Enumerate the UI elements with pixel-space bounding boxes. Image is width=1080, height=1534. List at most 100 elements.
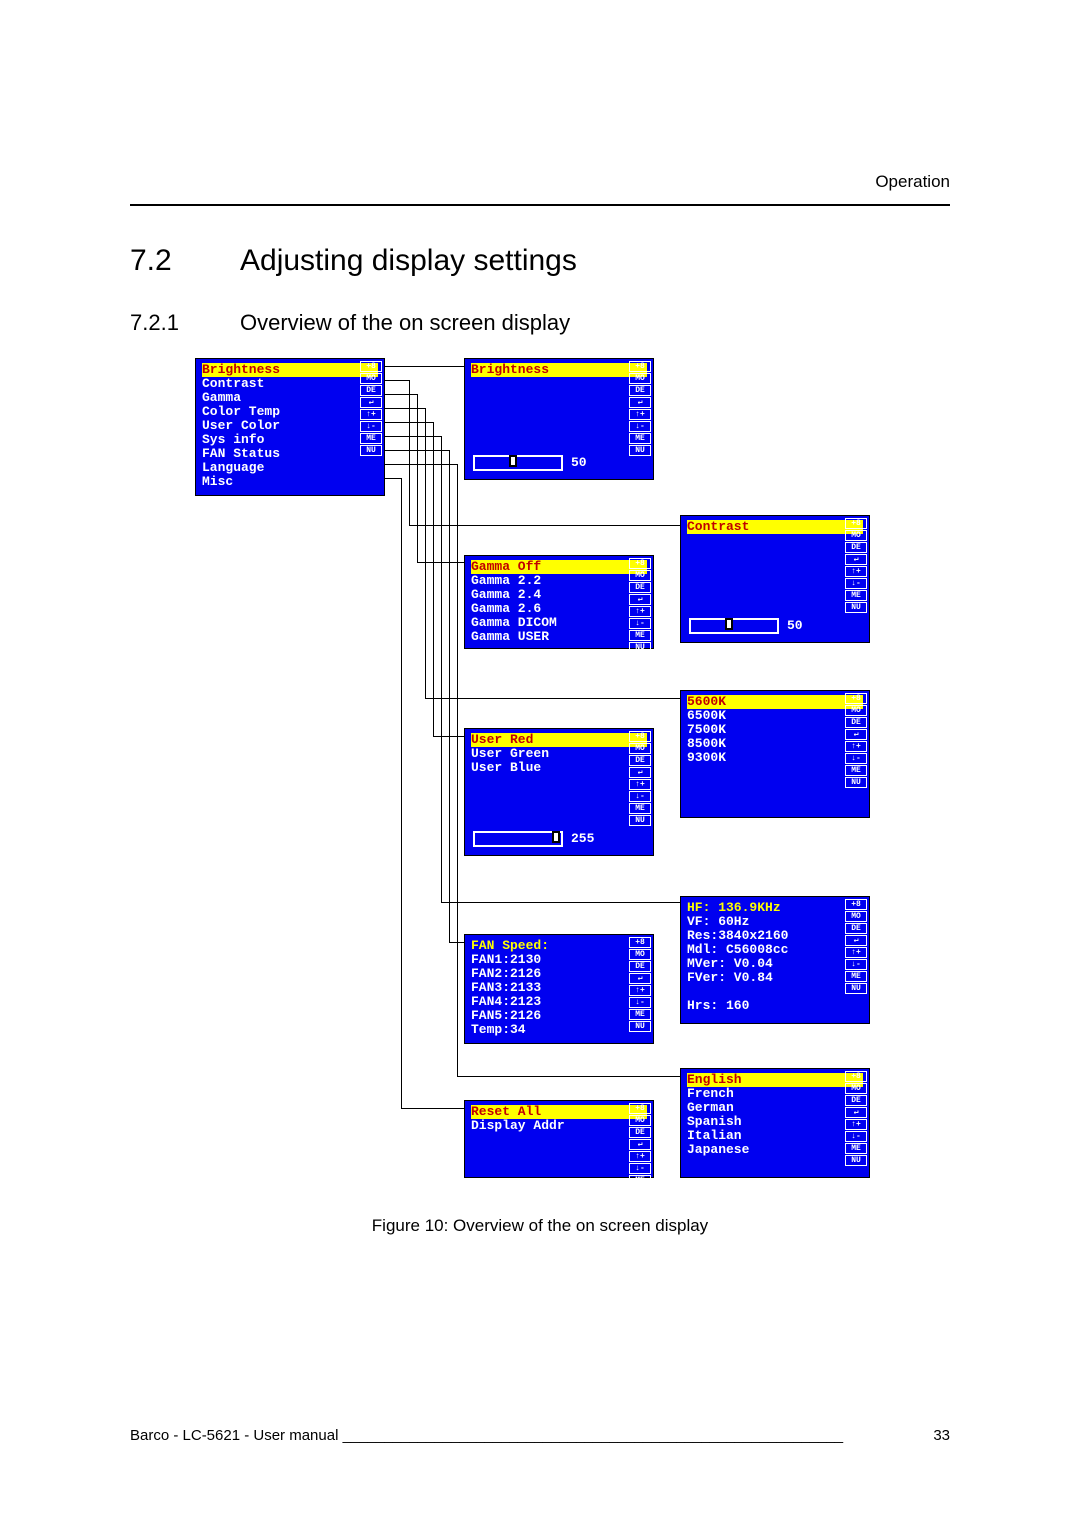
- legend-row: MO: [845, 705, 867, 716]
- nav-legend: +8MODE↵↑+↓-MENU: [845, 518, 867, 614]
- legend-row: ↵: [360, 397, 382, 408]
- legend-row: ↓-: [629, 1163, 651, 1174]
- info-line: Res:3840x2160: [687, 929, 863, 943]
- legend-row: NU: [845, 602, 867, 613]
- legend-row: ME: [360, 433, 382, 444]
- misc-list[interactable]: Reset AllDisplay Addr: [465, 1101, 653, 1139]
- legend-row: ↵: [629, 767, 651, 778]
- nav-legend: +8MODE↵↑+↓-MENU: [629, 558, 651, 654]
- menu-item[interactable]: Gamma DICOM: [471, 616, 647, 630]
- info-line: Hrs: 160: [687, 999, 863, 1013]
- legend-row: ME: [845, 590, 867, 601]
- legend-row: +8: [845, 518, 867, 529]
- menu-item[interactable]: English: [687, 1073, 863, 1087]
- menu-item[interactable]: Japanese: [687, 1143, 863, 1157]
- legend-row: ↑+: [845, 566, 867, 577]
- legend-row: ↑+: [845, 741, 867, 752]
- legend-row: ↑+: [629, 985, 651, 996]
- language-list[interactable]: EnglishFrenchGermanSpanishItalianJapanes…: [681, 1069, 869, 1163]
- legend-row: ↑+: [629, 606, 651, 617]
- menu-item[interactable]: FAN Status: [202, 447, 378, 461]
- legend-row: ↓-: [629, 618, 651, 629]
- legend-row: MO: [629, 743, 651, 754]
- menu-item[interactable]: Language: [202, 461, 378, 475]
- menu-item[interactable]: French: [687, 1087, 863, 1101]
- nav-legend: +8MODE↵↑+↓-MENU: [629, 937, 651, 1033]
- legend-row: MO: [360, 373, 382, 384]
- legend-row: ME: [629, 1009, 651, 1020]
- main-menu-list[interactable]: BrightnessContrastGammaColor TempUser Co…: [196, 359, 384, 495]
- legend-row: ↑+: [845, 947, 867, 958]
- color-temp-list[interactable]: 5600K6500K7500K8500K9300K: [681, 691, 869, 771]
- legend-row: ↵: [845, 729, 867, 740]
- menu-item[interactable]: Gamma 2.2: [471, 574, 647, 588]
- legend-row: DE: [845, 542, 867, 553]
- menu-item[interactable]: Misc: [202, 475, 378, 489]
- legend-row: ↑+: [629, 779, 651, 790]
- menu-item[interactable]: Sys info: [202, 433, 378, 447]
- figure-caption: Figure 10: Overview of the on screen dis…: [0, 1216, 1080, 1236]
- menu-item[interactable]: User Blue: [471, 761, 647, 775]
- contrast-slider[interactable]: [689, 618, 779, 634]
- osd-misc[interactable]: Reset AllDisplay Addr +8MODE↵↑+↓-MENU: [464, 1100, 654, 1178]
- osd-language[interactable]: EnglishFrenchGermanSpanishItalianJapanes…: [680, 1068, 870, 1178]
- osd-main-menu[interactable]: BrightnessContrastGammaColor TempUser Co…: [195, 358, 385, 496]
- legend-row: DE: [629, 1127, 651, 1138]
- menu-item[interactable]: Italian: [687, 1129, 863, 1143]
- legend-row: DE: [845, 717, 867, 728]
- osd-brightness[interactable]: Brightness 50 +8MODE↵↑+↓-MENU: [464, 358, 654, 480]
- osd-gamma[interactable]: Gamma OffGamma 2.2Gamma 2.4Gamma 2.6Gamm…: [464, 555, 654, 649]
- gamma-list[interactable]: Gamma OffGamma 2.2Gamma 2.4Gamma 2.6Gamm…: [465, 556, 653, 650]
- nav-legend: +8MODE↵↑+↓-MENU: [845, 1071, 867, 1167]
- menu-item[interactable]: 9300K: [687, 751, 863, 765]
- legend-row: NU: [629, 815, 651, 826]
- menu-item[interactable]: User Red: [471, 733, 647, 747]
- legend-row: ↵: [629, 1139, 651, 1150]
- menu-item[interactable]: German: [687, 1101, 863, 1115]
- legend-row: ↵: [845, 1107, 867, 1118]
- osd-fan-status: FAN Speed:FAN1:2130FAN2:2126FAN3:2133FAN…: [464, 934, 654, 1044]
- menu-item[interactable]: 7500K: [687, 723, 863, 737]
- menu-item[interactable]: Gamma Off: [471, 560, 647, 574]
- nav-legend: +8MODE↵↑+↓-MENU: [629, 731, 651, 827]
- menu-item[interactable]: Contrast: [202, 377, 378, 391]
- legend-row: ↓-: [629, 791, 651, 802]
- menu-item[interactable]: Gamma 2.6: [471, 602, 647, 616]
- menu-item[interactable]: Gamma: [202, 391, 378, 405]
- nav-legend: +8MODE↵↑+↓-MENU: [360, 361, 382, 457]
- legend-row: ↵: [629, 594, 651, 605]
- brightness-slider[interactable]: [473, 455, 563, 471]
- osd-color-temp[interactable]: 5600K6500K7500K8500K9300K +8MODE↵↑+↓-MEN…: [680, 690, 870, 818]
- legend-row: +8: [845, 1071, 867, 1082]
- legend-row: ↓-: [845, 1131, 867, 1142]
- legend-row: NU: [360, 445, 382, 456]
- menu-item[interactable]: Display Addr: [471, 1119, 647, 1133]
- menu-item[interactable]: Color Temp: [202, 405, 378, 419]
- menu-item[interactable]: Spanish: [687, 1115, 863, 1129]
- menu-item[interactable]: User Color: [202, 419, 378, 433]
- menu-item[interactable]: User Green: [471, 747, 647, 761]
- user-color-list[interactable]: User RedUser GreenUser Blue: [465, 729, 653, 781]
- menu-item[interactable]: 5600K: [687, 695, 863, 709]
- menu-item[interactable]: Reset All: [471, 1105, 647, 1119]
- legend-row: ME: [629, 1175, 651, 1186]
- legend-row: ↓-: [845, 753, 867, 764]
- menu-item[interactable]: 8500K: [687, 737, 863, 751]
- legend-row: MO: [845, 911, 867, 922]
- menu-item[interactable]: Brightness: [202, 363, 378, 377]
- osd-user-color[interactable]: User RedUser GreenUser Blue 255 +8MODE↵↑…: [464, 728, 654, 856]
- menu-item[interactable]: Gamma USER: [471, 630, 647, 644]
- legend-row: +8: [629, 731, 651, 742]
- info-line: HF: 136.9KHz: [687, 901, 863, 915]
- user-color-slider[interactable]: [473, 831, 563, 847]
- legend-row: DE: [629, 755, 651, 766]
- info-line: FAN Speed:: [471, 939, 647, 953]
- footer-page: 33: [933, 1427, 950, 1444]
- menu-item[interactable]: Gamma 2.4: [471, 588, 647, 602]
- legend-row: ↑+: [629, 1151, 651, 1162]
- legend-row: ↵: [629, 973, 651, 984]
- osd-contrast[interactable]: Contrast 50 +8MODE↵↑+↓-MENU: [680, 515, 870, 643]
- menu-item[interactable]: 6500K: [687, 709, 863, 723]
- contrast-value: 50: [787, 619, 803, 633]
- legend-row: DE: [845, 923, 867, 934]
